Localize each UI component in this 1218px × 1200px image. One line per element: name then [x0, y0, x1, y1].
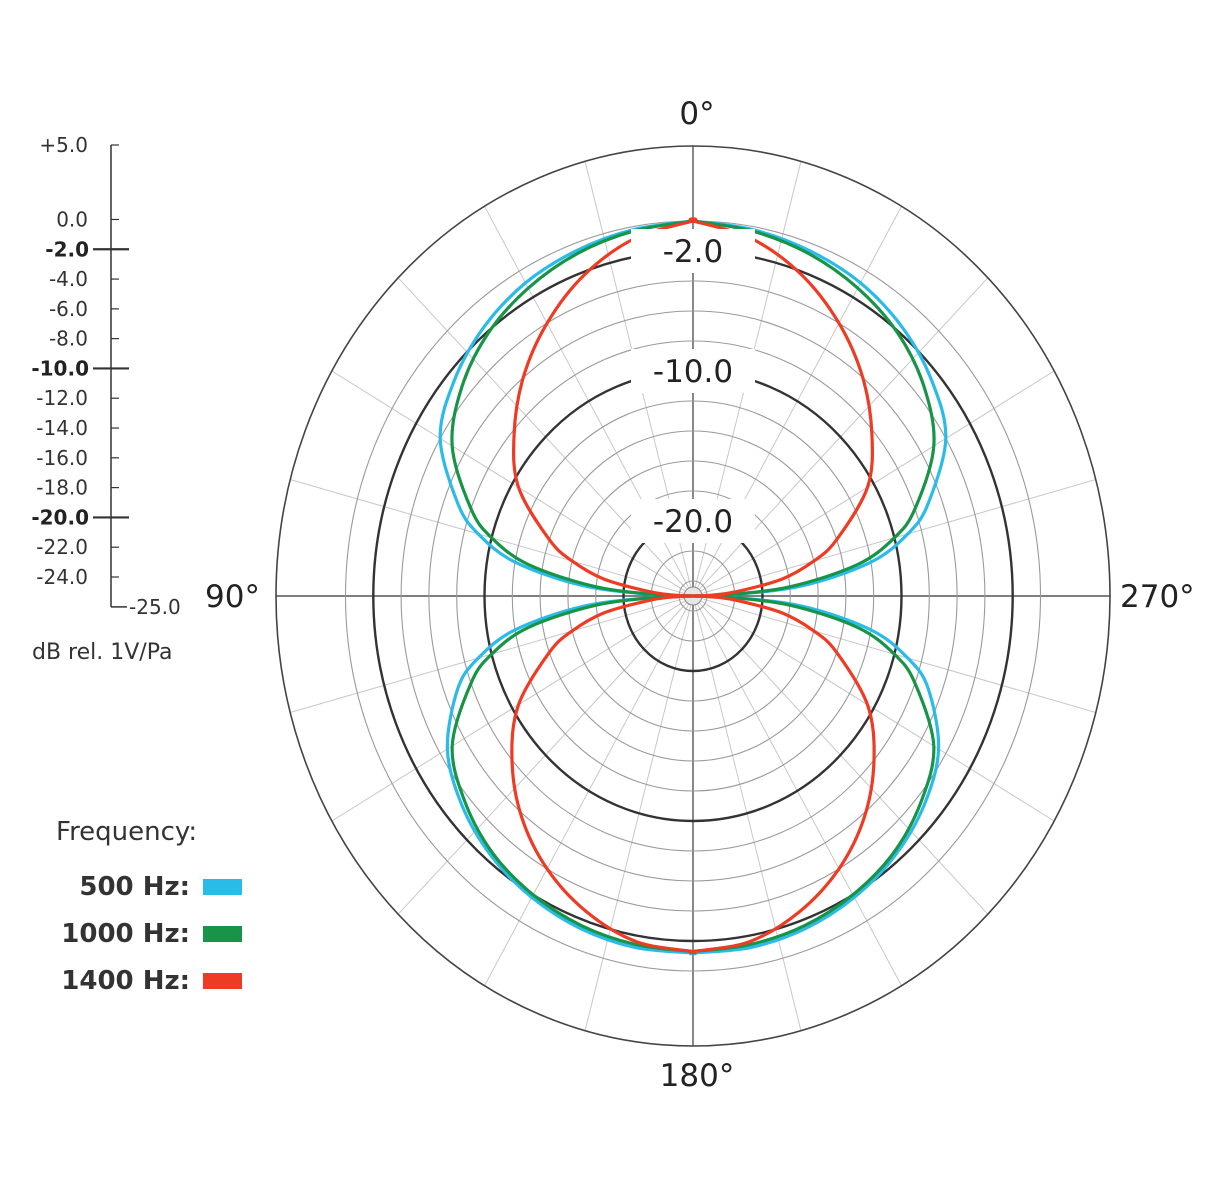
ring-label-gap: [631, 229, 755, 273]
scale-tick-label: -2.0: [45, 237, 89, 261]
scale-tick-label: -12.0: [36, 386, 88, 410]
legend-label: 1400 Hz:: [61, 966, 190, 996]
polar-grid: [275, 145, 1111, 1047]
scale-tick-label: -6.0: [49, 297, 88, 321]
angle-label-bg: [201, 577, 264, 617]
angle-label-180: 180°: [660, 1058, 735, 1094]
ring-label: -20.0: [653, 504, 733, 540]
angle-label-0: 0°: [679, 96, 714, 132]
legend-swatch: [203, 879, 242, 895]
scale-tick-label: -16.0: [36, 446, 88, 470]
angle-label-90: 90°: [205, 579, 260, 615]
legend-swatch: [203, 926, 242, 942]
scale-tick-label: -14.0: [36, 416, 88, 440]
angle-label-bg: [655, 1056, 739, 1096]
scale-tick-label: -8.0: [49, 327, 88, 351]
grid-ring: [539, 430, 847, 762]
grid-ring: [595, 490, 791, 702]
db-scale: +5.0 0.0 -2.0 -4.0 -6.0 -8.0 -10.0 -12.0 -14.0 -1…: [31, 133, 180, 619]
scale-tick-label: -10.0: [31, 356, 89, 380]
scale-tick-label: -24.0: [36, 565, 88, 589]
ring-label: -10.0: [653, 354, 733, 390]
scale-tick-label: -4.0: [49, 267, 88, 291]
ring-label: -2.0: [663, 234, 724, 270]
scale-min-label: -25.0: [129, 595, 181, 619]
ring-labels: -2.0 -10.0 -20.0: [631, 229, 755, 543]
ring-label-gap: [631, 349, 755, 393]
grid-ring: [511, 400, 875, 792]
grid-ring: [428, 310, 958, 882]
legend: Frequency: 500 Hz: 1000 Hz: 1400 Hz:: [56, 817, 242, 996]
legend-swatch: [203, 973, 242, 989]
grid-ring: [456, 340, 930, 852]
scale-tick-label: +5.0: [39, 133, 88, 157]
angle-labels: 0° 90° 180° 270°: [201, 94, 1199, 1096]
angle-label-bg: [1116, 577, 1199, 617]
scale-tick-label: -18.0: [36, 476, 88, 500]
angle-label-bg: [675, 94, 719, 134]
angle-label-270: 270°: [1120, 579, 1195, 615]
legend-title: Frequency:: [56, 817, 197, 847]
series-layer: [438, 217, 948, 956]
unit-label: dB rel. 1V/Pa: [32, 640, 172, 665]
grid-ring: [567, 460, 819, 732]
legend-label: 1000 Hz:: [61, 919, 190, 949]
grid-ring: [400, 280, 986, 912]
ring-label-gap: [631, 499, 755, 543]
grid-ring: [275, 145, 1111, 1047]
scale-tick-label: -22.0: [36, 535, 88, 559]
scale-tick-label: 0.0: [56, 207, 88, 231]
legend-label: 500 Hz:: [79, 872, 190, 902]
series-line-1400-hz: [510, 217, 876, 955]
scale-tick-label: -20.0: [31, 505, 89, 529]
